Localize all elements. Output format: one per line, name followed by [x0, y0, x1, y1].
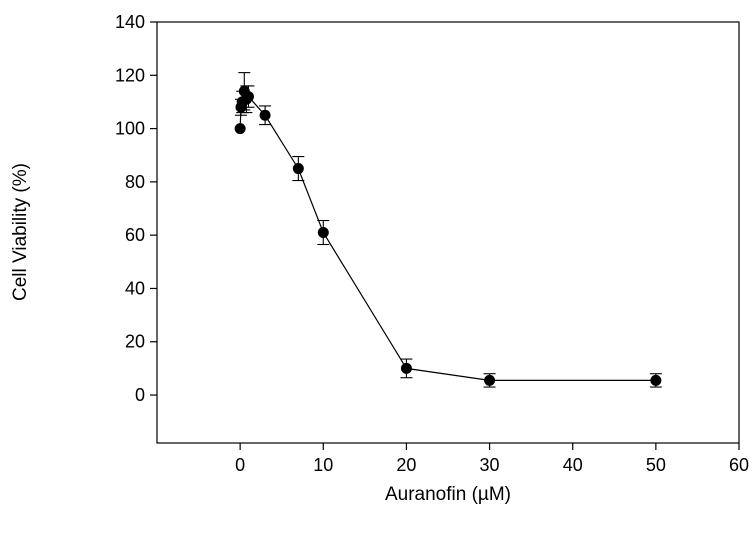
x-tick-label: 20: [396, 455, 416, 475]
y-axis-ticks: 0 20 40 60 80 100 120 140: [115, 12, 157, 405]
x-axis-ticks: 0 10 20 30 40 50 60: [235, 443, 749, 475]
x-tick-label: 60: [729, 455, 749, 475]
y-tick-label: 100: [115, 119, 145, 139]
data-point: [400, 362, 412, 374]
data-series: [234, 72, 662, 388]
x-tick-label: 0: [235, 455, 245, 475]
x-axis-label: Auranofin (µM): [385, 484, 511, 505]
y-tick-label: 20: [125, 332, 145, 352]
y-tick-label: 0: [135, 385, 145, 405]
y-tick-label: 120: [115, 65, 145, 85]
y-tick-label: 140: [115, 12, 145, 32]
data-point: [484, 374, 496, 386]
y-tick-label: 80: [125, 172, 145, 192]
x-tick-label: 30: [480, 455, 500, 475]
y-tick-label: 40: [125, 278, 145, 298]
data-point: [234, 123, 246, 135]
plot-frame: [156, 21, 740, 444]
data-point: [259, 109, 271, 121]
data-point: [242, 91, 254, 103]
data-point: [650, 374, 662, 386]
x-tick-label: 10: [313, 455, 333, 475]
data-point: [292, 163, 304, 175]
data-point: [317, 227, 329, 238]
series-line: [239, 91, 656, 381]
y-tick-label: 60: [125, 225, 145, 245]
x-tick-label: 50: [646, 455, 666, 475]
x-tick-label: 40: [563, 455, 583, 475]
y-axis-label: Cell Viability (%): [10, 163, 31, 301]
